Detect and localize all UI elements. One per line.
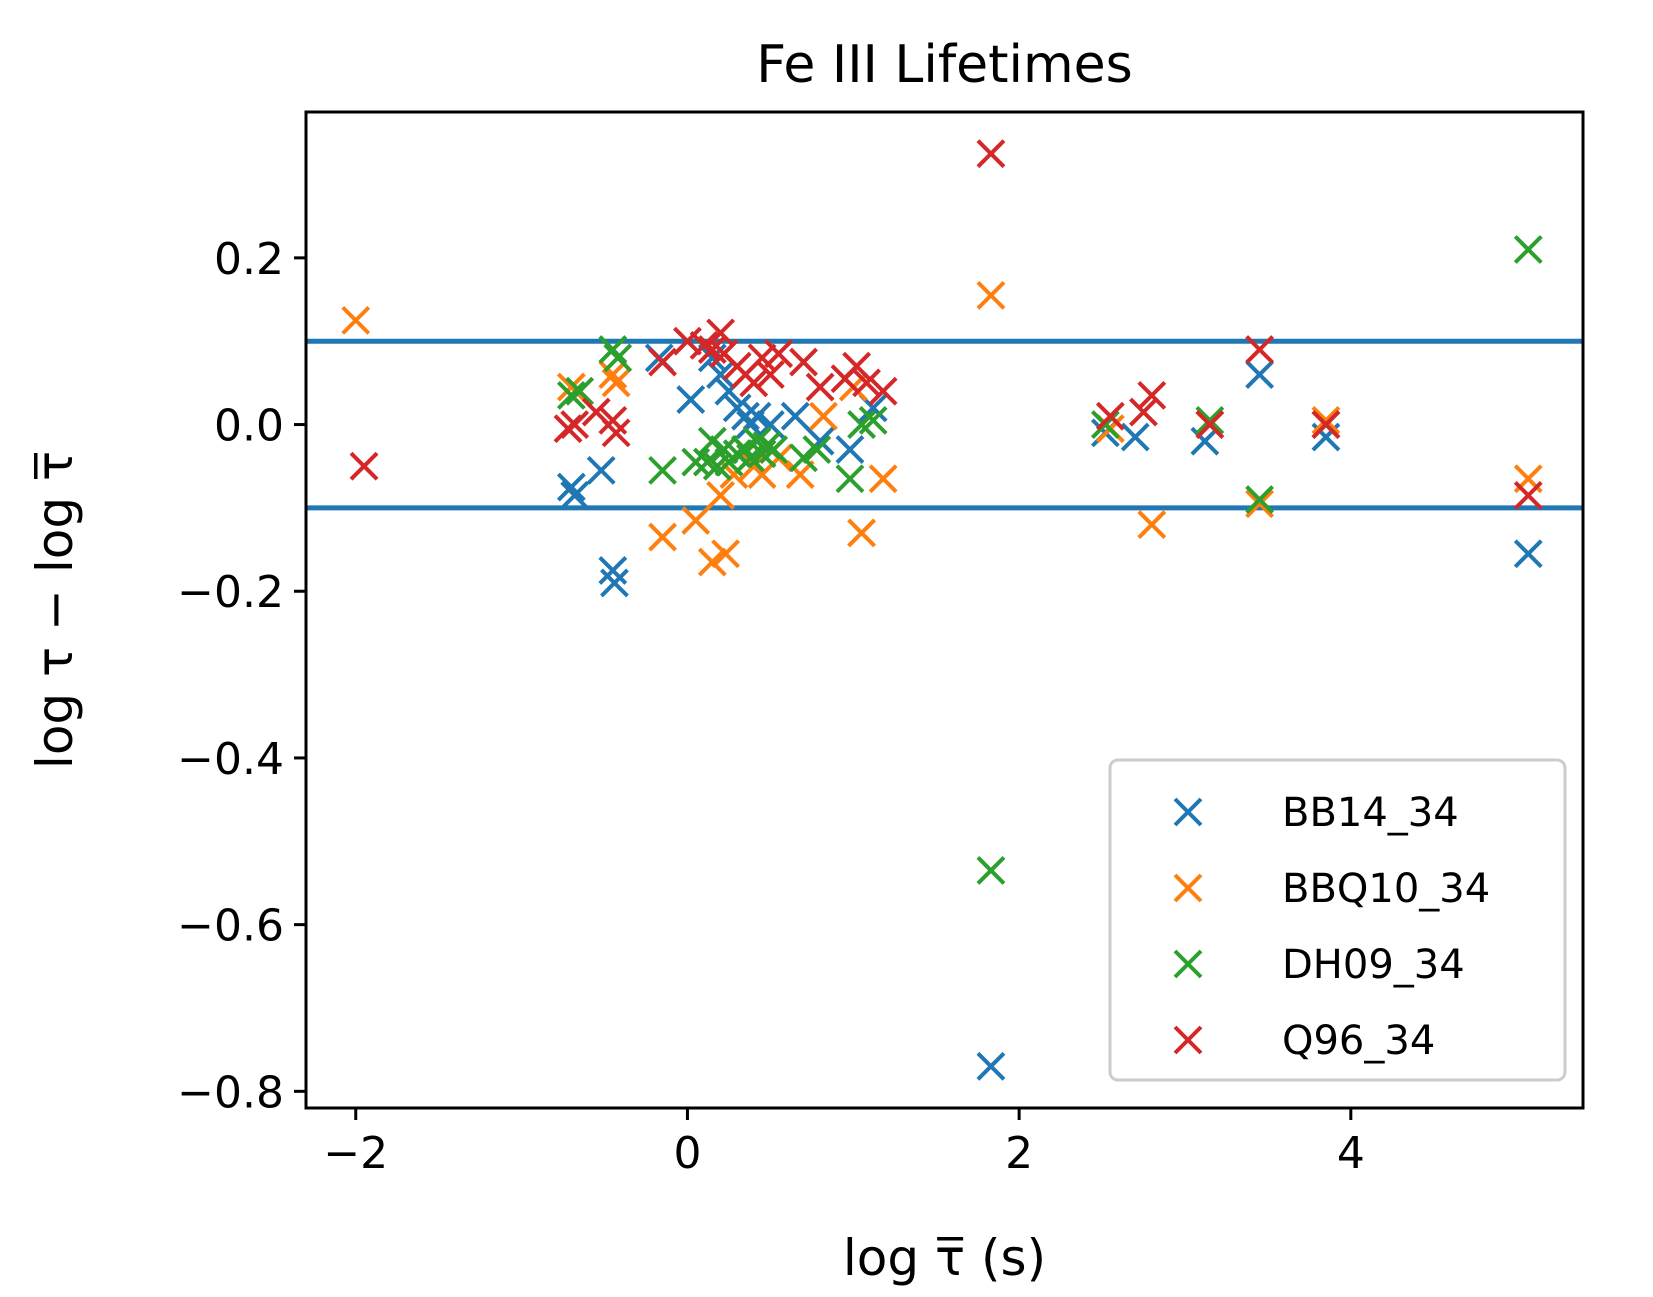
data-point-bb14-34: [742, 401, 772, 431]
data-point-dh09-34: [603, 343, 633, 373]
legend-marker: [1173, 873, 1203, 903]
data-point-bbq10-34: [706, 480, 736, 510]
data-point-dh09-34: [789, 443, 818, 473]
data-point-bb14-34: [780, 401, 810, 431]
data-point-q96-34: [764, 339, 794, 369]
data-point-dh09-34: [556, 380, 586, 410]
data-point-dh09-34: [976, 856, 1006, 885]
data-point-q96-34: [689, 330, 719, 360]
data-point-dh09-34: [1245, 485, 1275, 514]
data-point-bb14-34: [1245, 360, 1275, 389]
data-point-bb14-34: [560, 480, 590, 510]
data-point-bb14-34: [731, 401, 760, 431]
y-axis-ticks: 0.2 0.0 −0.2 −0.4 −0.6 −0.8: [177, 234, 306, 1118]
data-point-bbq10-34: [1245, 489, 1275, 519]
legend-label: BBQ10_34: [1282, 866, 1490, 912]
data-point-bb14-34: [835, 435, 865, 464]
data-point-bbq10-34: [1311, 405, 1341, 435]
data-point-q96-34: [601, 418, 631, 448]
data-point-bbq10-34: [648, 522, 677, 552]
y-tick-label: −0.2: [177, 567, 284, 618]
legend-marker: [1173, 1025, 1203, 1055]
data-point-bbq10-34: [556, 372, 586, 402]
data-point-dh09-34: [1195, 405, 1225, 435]
x-tick-label: 4: [1337, 1128, 1365, 1179]
x-tick-label: 2: [1005, 1128, 1033, 1179]
y-axis-label: log τ − log τ̅: [26, 451, 84, 769]
data-point-bb14-34: [676, 385, 706, 414]
chart-title: Fe III Lifetimes: [756, 35, 1132, 95]
x-tick-label: 0: [673, 1128, 701, 1179]
data-point-dh09-34: [1513, 235, 1543, 264]
data-point-bbq10-34: [847, 518, 876, 548]
y-tick-label: −0.4: [177, 734, 284, 785]
legend-marker: [1173, 797, 1203, 827]
data-point-dh09-34: [598, 335, 628, 364]
data-point-dh09-34: [648, 455, 677, 485]
legend-marker: [1173, 949, 1203, 979]
data-point-q96-34: [842, 351, 872, 381]
y-tick-label: 0.0: [214, 401, 284, 452]
y-tick-label: 0.2: [214, 234, 284, 285]
y-tick-label: −0.6: [177, 901, 284, 952]
data-point-dh09-34: [565, 376, 595, 406]
legend: BB14_34 BBQ10_34 DH09_34 Q96_34: [1108, 758, 1567, 1082]
data-point-q96-34: [789, 347, 818, 377]
data-point-q96-34: [1137, 380, 1167, 410]
data-point-dh09-34: [802, 435, 832, 464]
data-point-q96-34: [868, 376, 898, 406]
data-point-bb14-34: [598, 555, 628, 585]
data-point-bbq10-34: [868, 464, 898, 494]
data-point-q96-34: [1513, 480, 1543, 510]
data-point-bbq10-34: [697, 547, 727, 577]
data-point-q96-34: [1095, 401, 1125, 431]
data-point-q96-34: [673, 326, 702, 356]
y-tick-label: −0.8: [177, 1067, 284, 1118]
data-point-bbq10-34: [341, 305, 371, 335]
data-point-q96-34: [805, 372, 835, 402]
data-point-bb14-34: [1513, 539, 1543, 569]
legend-label: BB14_34: [1282, 790, 1459, 836]
plot-frame: [304, 110, 1585, 1110]
data-point-bb14-34: [556, 472, 586, 502]
data-point-bbq10-34: [809, 401, 838, 431]
legend-label: DH09_34: [1282, 942, 1465, 988]
reference-lines: [306, 338, 1583, 511]
data-point-dh09-34: [1090, 410, 1120, 439]
data-point-bbq10-34: [1137, 510, 1167, 539]
data-point-bb14-34: [586, 455, 616, 485]
data-point-q96-34: [739, 368, 769, 398]
data-point-dh09-34: [858, 405, 888, 435]
data-point-bbq10-34: [601, 368, 631, 398]
data-point-q96-34: [560, 410, 590, 439]
data-point-dh09-34: [835, 464, 865, 494]
data-point-q96-34: [755, 360, 785, 389]
data-point-q96-34: [1129, 397, 1158, 427]
data-point-q96-34: [976, 139, 1006, 169]
data-point-bb14-34: [600, 568, 629, 598]
data-point-q96-34: [648, 347, 677, 377]
legend-label: Q96_34: [1282, 1018, 1435, 1064]
data-point-bbq10-34: [598, 360, 628, 389]
data-point-q96-34: [1311, 410, 1341, 439]
x-axis-label: log τ̅ (s): [843, 1229, 1046, 1287]
data-point-bbq10-34: [681, 505, 711, 535]
x-axis-ticks: −2 0 2 4: [323, 1108, 1365, 1179]
data-point-q96-34: [852, 368, 881, 398]
data-point-dh09-34: [759, 435, 789, 464]
data-point-q96-34: [1245, 335, 1275, 364]
data-point-bbq10-34: [711, 539, 740, 569]
data-points: [341, 139, 1543, 1081]
data-point-bbq10-34: [976, 280, 1006, 310]
x-tick-label: −2: [323, 1128, 388, 1179]
legend-box: [1108, 758, 1567, 1082]
data-point-q96-34: [747, 343, 777, 373]
data-point-q96-34: [349, 451, 379, 481]
data-point-q96-34: [1195, 410, 1225, 439]
data-point-bb14-34: [1120, 422, 1150, 452]
data-point-bb14-34: [976, 1051, 1006, 1081]
